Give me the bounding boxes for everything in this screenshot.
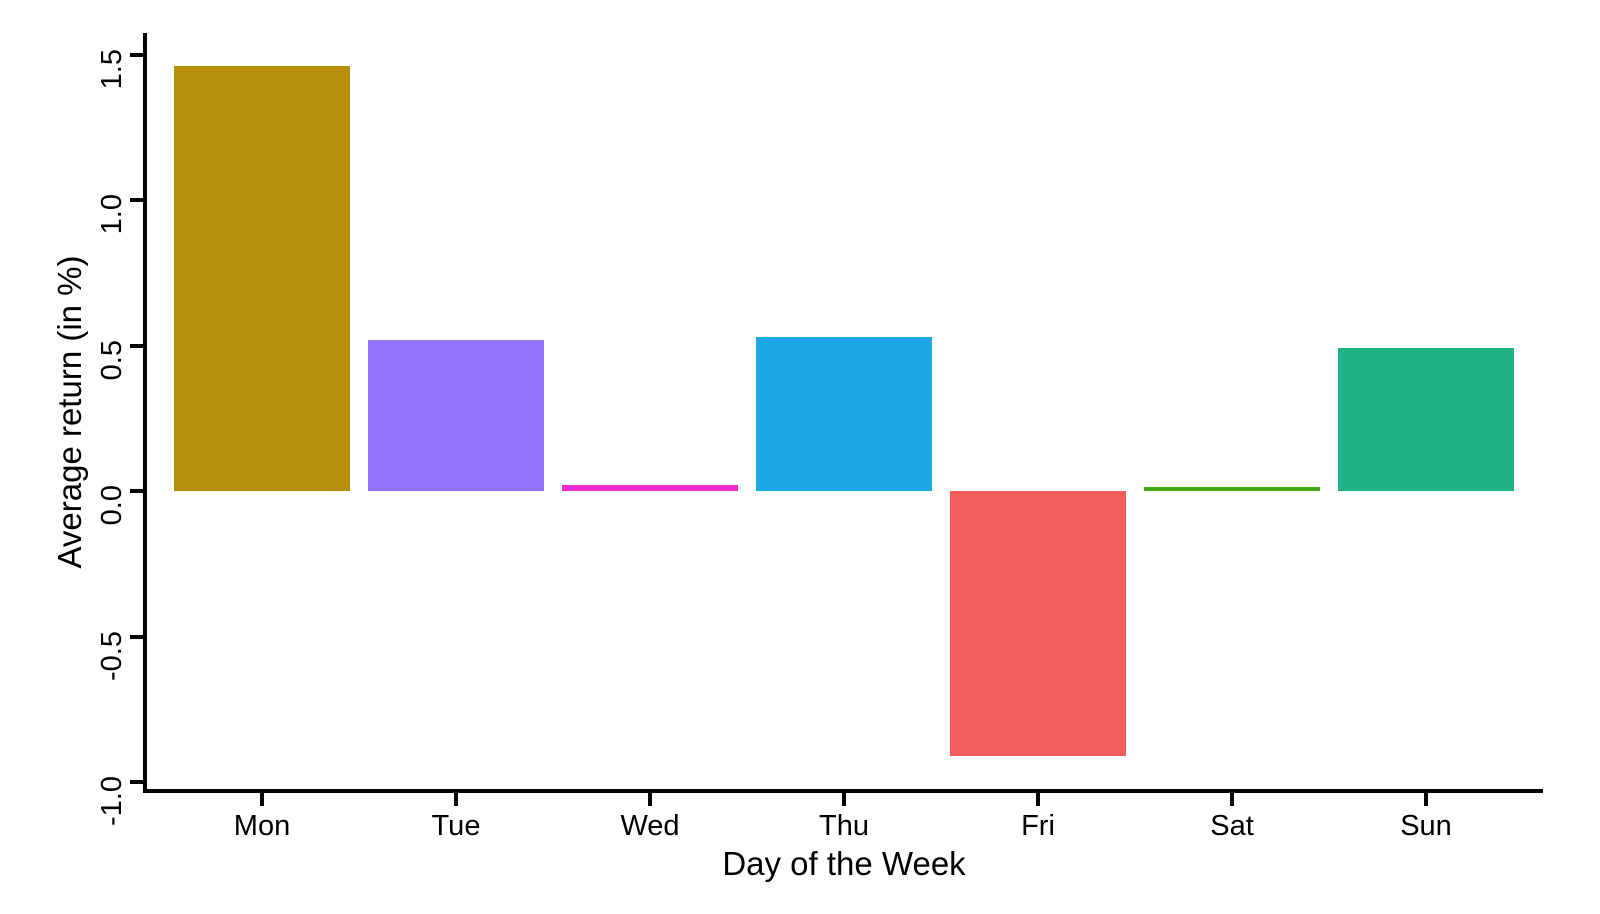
x-axis-title: Day of the Week bbox=[722, 845, 966, 882]
x-tick-thu bbox=[842, 793, 846, 806]
x-tick-mon bbox=[260, 793, 264, 806]
y-tick-label-1.5: 1.5 bbox=[96, 48, 128, 89]
bar-fri bbox=[950, 491, 1126, 756]
y-tick--1.0 bbox=[130, 780, 143, 784]
bar-tue bbox=[368, 339, 544, 491]
y-tick-label-0.0: 0.0 bbox=[96, 485, 128, 526]
x-tick-fri bbox=[1036, 793, 1040, 806]
x-tick-tue bbox=[454, 793, 458, 806]
y-tick-1.5 bbox=[130, 52, 143, 57]
x-tick-sun bbox=[1424, 793, 1428, 806]
y-tick-label--0.5: -0.5 bbox=[96, 630, 128, 681]
bar-wed bbox=[562, 485, 738, 491]
bar-mon bbox=[174, 66, 350, 491]
x-tick-label-wed: Wed bbox=[620, 810, 680, 842]
bar-thu bbox=[756, 336, 932, 491]
y-tick-1.0 bbox=[130, 198, 143, 202]
bar-sat bbox=[1144, 486, 1320, 491]
y-tick-0.5 bbox=[130, 343, 143, 348]
x-tick-label-mon: Mon bbox=[233, 810, 291, 842]
y-tick-label-1.0: 1.0 bbox=[96, 194, 128, 235]
bar-sun bbox=[1338, 348, 1514, 491]
x-tick-sat bbox=[1230, 793, 1234, 806]
x-tick-label-fri: Fri bbox=[1021, 810, 1055, 842]
y-tick-label--1.0: -1.0 bbox=[96, 776, 128, 826]
x-axis-line bbox=[143, 789, 1543, 793]
y-tick-label-0.5: 0.5 bbox=[96, 339, 128, 380]
x-tick-label-tue: Tue bbox=[431, 810, 481, 842]
y-tick--0.5 bbox=[130, 634, 143, 639]
x-tick-label-sat: Sat bbox=[1210, 810, 1254, 842]
y-tick-0.0 bbox=[130, 489, 143, 493]
x-tick-wed bbox=[648, 793, 652, 806]
y-axis-line bbox=[143, 33, 147, 793]
y-axis-title: Average return (in %) bbox=[51, 255, 88, 569]
x-tick-label-thu: Thu bbox=[819, 810, 869, 842]
x-tick-label-sun: Sun bbox=[1400, 810, 1452, 842]
